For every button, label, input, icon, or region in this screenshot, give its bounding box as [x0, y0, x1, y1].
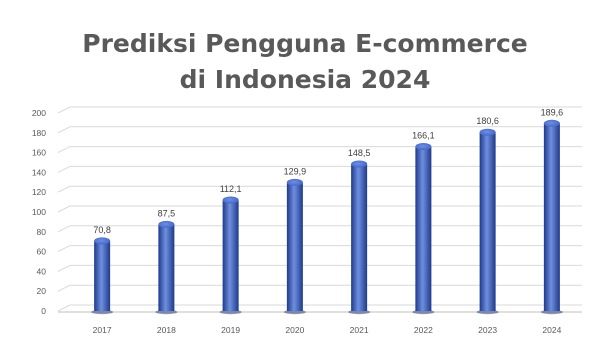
bar	[222, 200, 239, 311]
bar-cap	[222, 196, 239, 204]
bar-cap	[415, 143, 432, 151]
bar	[543, 123, 560, 312]
x-tick-label: 2023	[478, 325, 497, 335]
bar	[94, 240, 111, 311]
gridline-slant	[57, 165, 71, 173]
gridline-slant	[57, 126, 71, 134]
bar-cap	[543, 119, 560, 127]
x-tick-label: 2024	[542, 325, 561, 335]
gridline-slant	[57, 146, 71, 154]
y-tick-label: 100	[32, 207, 46, 217]
bar	[286, 182, 303, 311]
gridline-slant	[57, 106, 71, 114]
bar	[158, 224, 175, 311]
x-tick-label: 2019	[221, 325, 240, 335]
y-tick-label: 0	[41, 306, 46, 316]
data-label: 180,6	[476, 116, 499, 126]
data-label: 87,5	[158, 208, 176, 218]
x-tick-label: 2022	[414, 325, 433, 335]
data-label: 148,5	[348, 148, 371, 158]
y-tick-label: 40	[37, 266, 47, 276]
y-tick-label: 20	[37, 286, 47, 296]
bar-cap	[351, 160, 368, 168]
bar	[415, 146, 432, 311]
data-labels: 70,8 87,5 112,1 129,9 148,5 166,1 180,6 189,6	[93, 107, 563, 235]
gridlines	[57, 106, 582, 313]
gridline-slant	[57, 304, 71, 312]
bar	[479, 132, 496, 311]
gridline-slant	[57, 185, 71, 193]
data-label: 189,6	[541, 107, 564, 117]
y-tick-label: 80	[37, 227, 47, 237]
x-tick-label: 2018	[157, 325, 176, 335]
data-label: 129,9	[284, 166, 307, 176]
y-tick-label: 160	[32, 148, 46, 158]
gridline-slant	[57, 284, 71, 292]
gridline-slant	[57, 245, 71, 253]
bar-cap	[158, 220, 175, 228]
bar	[351, 163, 368, 311]
data-label: 112,1	[220, 184, 242, 194]
data-label: 166,1	[412, 131, 435, 141]
x-axis: 2017 2018 2019 2020 2021 2022 2023 2024	[93, 325, 562, 335]
x-tick-label: 2017	[93, 325, 112, 335]
y-tick-label: 60	[37, 247, 47, 257]
bar-cap	[94, 237, 111, 245]
bars	[91, 119, 563, 315]
x-tick-label: 2020	[285, 325, 304, 335]
gridline-slant	[57, 205, 71, 213]
chart-title: Prediksi Pengguna E-commerce di Indonesi…	[82, 29, 528, 94]
y-tick-label: 140	[32, 167, 46, 177]
bar-cap	[479, 128, 496, 136]
x-tick-label: 2021	[350, 325, 369, 335]
gridline-slant	[57, 225, 71, 233]
bar-cap	[286, 178, 303, 186]
y-tick-label: 120	[32, 187, 46, 197]
y-tick-label: 180	[32, 128, 46, 138]
data-label: 70,8	[93, 225, 111, 235]
y-axis: 0 20 40 60 80 100 120 140 160 180 200	[32, 108, 46, 316]
gridline-slant	[57, 264, 71, 272]
y-tick-label: 200	[32, 108, 46, 118]
